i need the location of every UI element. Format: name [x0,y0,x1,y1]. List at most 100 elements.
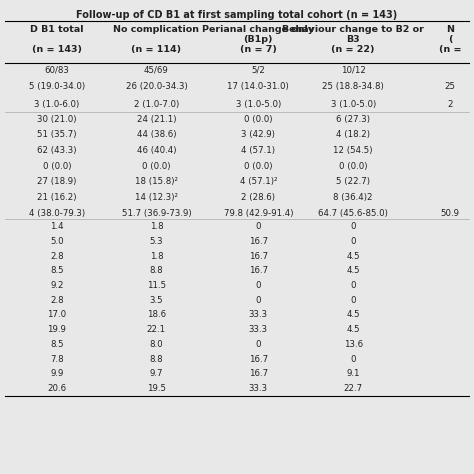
Text: 17.0: 17.0 [47,310,66,319]
Text: 4.5: 4.5 [346,310,360,319]
Text: 9.9: 9.9 [50,369,64,378]
Text: 0: 0 [350,355,356,364]
Text: 8.5: 8.5 [50,340,64,349]
Text: 0: 0 [350,281,356,290]
Text: 13.6: 13.6 [344,340,363,349]
Text: 3 (1.0-6.0): 3 (1.0-6.0) [34,100,80,109]
Text: 0: 0 [255,281,261,290]
Text: 4.5: 4.5 [346,266,360,275]
Text: 0: 0 [350,222,356,231]
Text: 33.3: 33.3 [249,310,268,319]
Text: N
(: N ( [447,25,454,44]
Text: 21 (16.2): 21 (16.2) [37,193,77,202]
Text: 16.7: 16.7 [249,266,268,275]
Text: 44 (38.6): 44 (38.6) [137,130,176,139]
Text: 4 (57.1)²: 4 (57.1)² [239,177,277,186]
Text: 8.5: 8.5 [50,266,64,275]
Text: (n = 22): (n = 22) [331,45,375,54]
Text: 8.0: 8.0 [150,340,163,349]
Text: 51.7 (36.9-73.9): 51.7 (36.9-73.9) [122,209,191,218]
Text: No complication: No complication [113,25,200,34]
Text: 2 (28.6): 2 (28.6) [241,193,275,202]
Text: 2.8: 2.8 [50,252,64,261]
Text: 11.5: 11.5 [147,281,166,290]
Text: 79.8 (42.9-91.4): 79.8 (42.9-91.4) [224,209,293,218]
Text: 10/12: 10/12 [341,65,365,74]
Text: 3 (42.9): 3 (42.9) [241,130,275,139]
Text: 25: 25 [445,82,456,91]
Text: 0 (0.0): 0 (0.0) [142,162,171,171]
Text: 2.8: 2.8 [50,296,64,305]
Text: 8.8: 8.8 [150,266,163,275]
Text: 16.7: 16.7 [249,355,268,364]
Text: 0: 0 [255,222,261,231]
Text: 8.8: 8.8 [150,355,163,364]
Text: 16.7: 16.7 [249,369,268,378]
Text: 19.5: 19.5 [147,384,166,393]
Text: 9.1: 9.1 [346,369,360,378]
Text: 46 (40.4): 46 (40.4) [137,146,176,155]
Text: Behaviour change to B2 or
B3: Behaviour change to B2 or B3 [282,25,424,44]
Text: 5 (19.0-34.0): 5 (19.0-34.0) [29,82,85,91]
Text: 51 (35.7): 51 (35.7) [37,130,77,139]
Text: 1.8: 1.8 [150,222,163,231]
Text: 30 (21.0): 30 (21.0) [37,115,77,124]
Text: 5.0: 5.0 [50,237,64,246]
Text: 16.7: 16.7 [249,237,268,246]
Text: 0: 0 [255,340,261,349]
Text: 17 (14.0-31.0): 17 (14.0-31.0) [228,82,289,91]
Text: Perianal change only
(B1p): Perianal change only (B1p) [202,25,314,44]
Text: 4 (18.2): 4 (18.2) [336,130,370,139]
Text: 0: 0 [350,296,356,305]
Text: 27 (18.9): 27 (18.9) [37,177,77,186]
Text: 5.3: 5.3 [150,237,163,246]
Text: 3 (1.0-5.0): 3 (1.0-5.0) [236,100,281,109]
Text: 3 (1.0-5.0): 3 (1.0-5.0) [330,100,376,109]
Text: 4 (57.1): 4 (57.1) [241,146,275,155]
Text: 0: 0 [350,237,356,246]
Text: 0 (0.0): 0 (0.0) [244,162,273,171]
Text: 12 (54.5): 12 (54.5) [333,146,373,155]
Text: (n = 7): (n = 7) [240,45,277,54]
Text: 64.7 (45.6-85.0): 64.7 (45.6-85.0) [318,209,388,218]
Text: 0: 0 [255,296,261,305]
Text: 19.9: 19.9 [47,325,66,334]
Text: 8 (36.4)2: 8 (36.4)2 [333,193,373,202]
Text: 4.5: 4.5 [346,252,360,261]
Text: 25 (18.8-34.8): 25 (18.8-34.8) [322,82,384,91]
Text: 0 (0.0): 0 (0.0) [244,115,273,124]
Text: 6 (27.3): 6 (27.3) [336,115,370,124]
Text: 33.3: 33.3 [249,384,268,393]
Text: 62 (43.3): 62 (43.3) [37,146,77,155]
Text: 9.2: 9.2 [50,281,64,290]
Text: 1.4: 1.4 [50,222,64,231]
Text: 60/83: 60/83 [45,65,69,74]
Text: 7.8: 7.8 [50,355,64,364]
Text: 0 (0.0): 0 (0.0) [339,162,367,171]
Text: 18 (15.8)²: 18 (15.8)² [135,177,178,186]
Text: 5 (22.7): 5 (22.7) [336,177,370,186]
Text: 2 (1.0-7.0): 2 (1.0-7.0) [134,100,179,109]
Text: 4 (38.0-79.3): 4 (38.0-79.3) [29,209,85,218]
Text: Follow-up of CD B1 at first sampling total cohort (n = 143): Follow-up of CD B1 at first sampling tot… [76,10,398,20]
Text: 26 (20.0-34.3): 26 (20.0-34.3) [126,82,187,91]
Text: (n = 143): (n = 143) [32,45,82,54]
Text: 3.5: 3.5 [150,296,163,305]
Text: 9.7: 9.7 [150,369,163,378]
Text: 16.7: 16.7 [249,252,268,261]
Text: 50.9: 50.9 [441,209,460,218]
Text: 5/2: 5/2 [251,65,265,74]
Text: 14 (12.3)²: 14 (12.3)² [135,193,178,202]
Text: (n =: (n = [439,45,462,54]
Text: (n = 114): (n = 114) [131,45,182,54]
Text: 20.6: 20.6 [47,384,66,393]
Text: 22.7: 22.7 [344,384,363,393]
Text: D B1 total: D B1 total [30,25,83,34]
Text: 4.5: 4.5 [346,325,360,334]
Text: 1.8: 1.8 [150,252,163,261]
Text: 22.1: 22.1 [147,325,166,334]
Text: 24 (21.1): 24 (21.1) [137,115,176,124]
Text: 0 (0.0): 0 (0.0) [43,162,71,171]
Text: 2: 2 [447,100,453,109]
Text: 18.6: 18.6 [147,310,166,319]
